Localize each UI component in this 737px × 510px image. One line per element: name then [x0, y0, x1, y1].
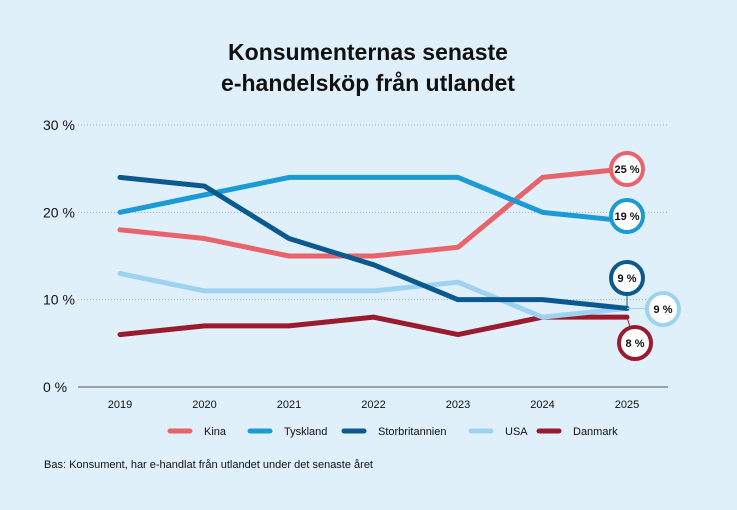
end-label-circle [609, 151, 645, 187]
end-labels: 25 % 19 % 9 % 9 % 8 % [609, 151, 681, 361]
x-tick-label: 2024 [530, 399, 554, 411]
x-tick-label: 2021 [277, 399, 301, 411]
chart-title-line-1: Konsumenternas senaste [228, 39, 508, 65]
x-axis: 2019 2020 2021 2022 2023 2024 2025 [108, 399, 639, 411]
x-tick-label: 2025 [615, 399, 639, 411]
end-label-circle [617, 325, 653, 361]
legend-label: Storbritannien [378, 426, 447, 438]
y-tick-label: 0 % [43, 379, 67, 395]
end-label-circle [645, 291, 681, 327]
chart-title-line-2: e-handelsköp från utlandet [221, 70, 515, 96]
end-label-danmark: 8 % [626, 338, 645, 350]
y-tick-label: 20 % [43, 204, 75, 220]
legend-label: Tyskland [284, 426, 327, 438]
x-tick-label: 2023 [446, 399, 470, 411]
end-label-kina: 25 % [614, 164, 639, 176]
y-axis: 0 % 10 % 20 % 30 % [43, 117, 75, 395]
series-line-tyskland [117, 174, 630, 224]
series-line-usa [117, 270, 630, 320]
x-tick-label: 2020 [192, 399, 216, 411]
end-label-storbritannien: 9 % [618, 273, 637, 285]
legend: Kina Tyskland Storbritannien USA Danmark [167, 426, 618, 438]
legend-label: Danmark [573, 426, 618, 438]
x-tick-label: 2022 [361, 399, 385, 411]
y-tick-label: 30 % [43, 117, 75, 133]
series-line-danmark [117, 314, 630, 338]
end-label-circle [609, 198, 645, 234]
x-tick-label: 2019 [108, 399, 132, 411]
series-line-kina [117, 166, 630, 259]
end-label-usa: 9 % [654, 304, 673, 316]
y-tick-label: 10 % [43, 292, 75, 308]
footnote: Bas: Konsument, har e-handlat från utlan… [44, 459, 373, 471]
series-layer [117, 166, 630, 338]
end-label-circle [609, 260, 645, 296]
legend-label: USA [505, 426, 528, 438]
grid [78, 124, 668, 388]
legend-label: Kina [204, 426, 227, 438]
end-label-tyskland: 19 % [614, 211, 639, 223]
series-line-storbritannien [117, 174, 630, 311]
